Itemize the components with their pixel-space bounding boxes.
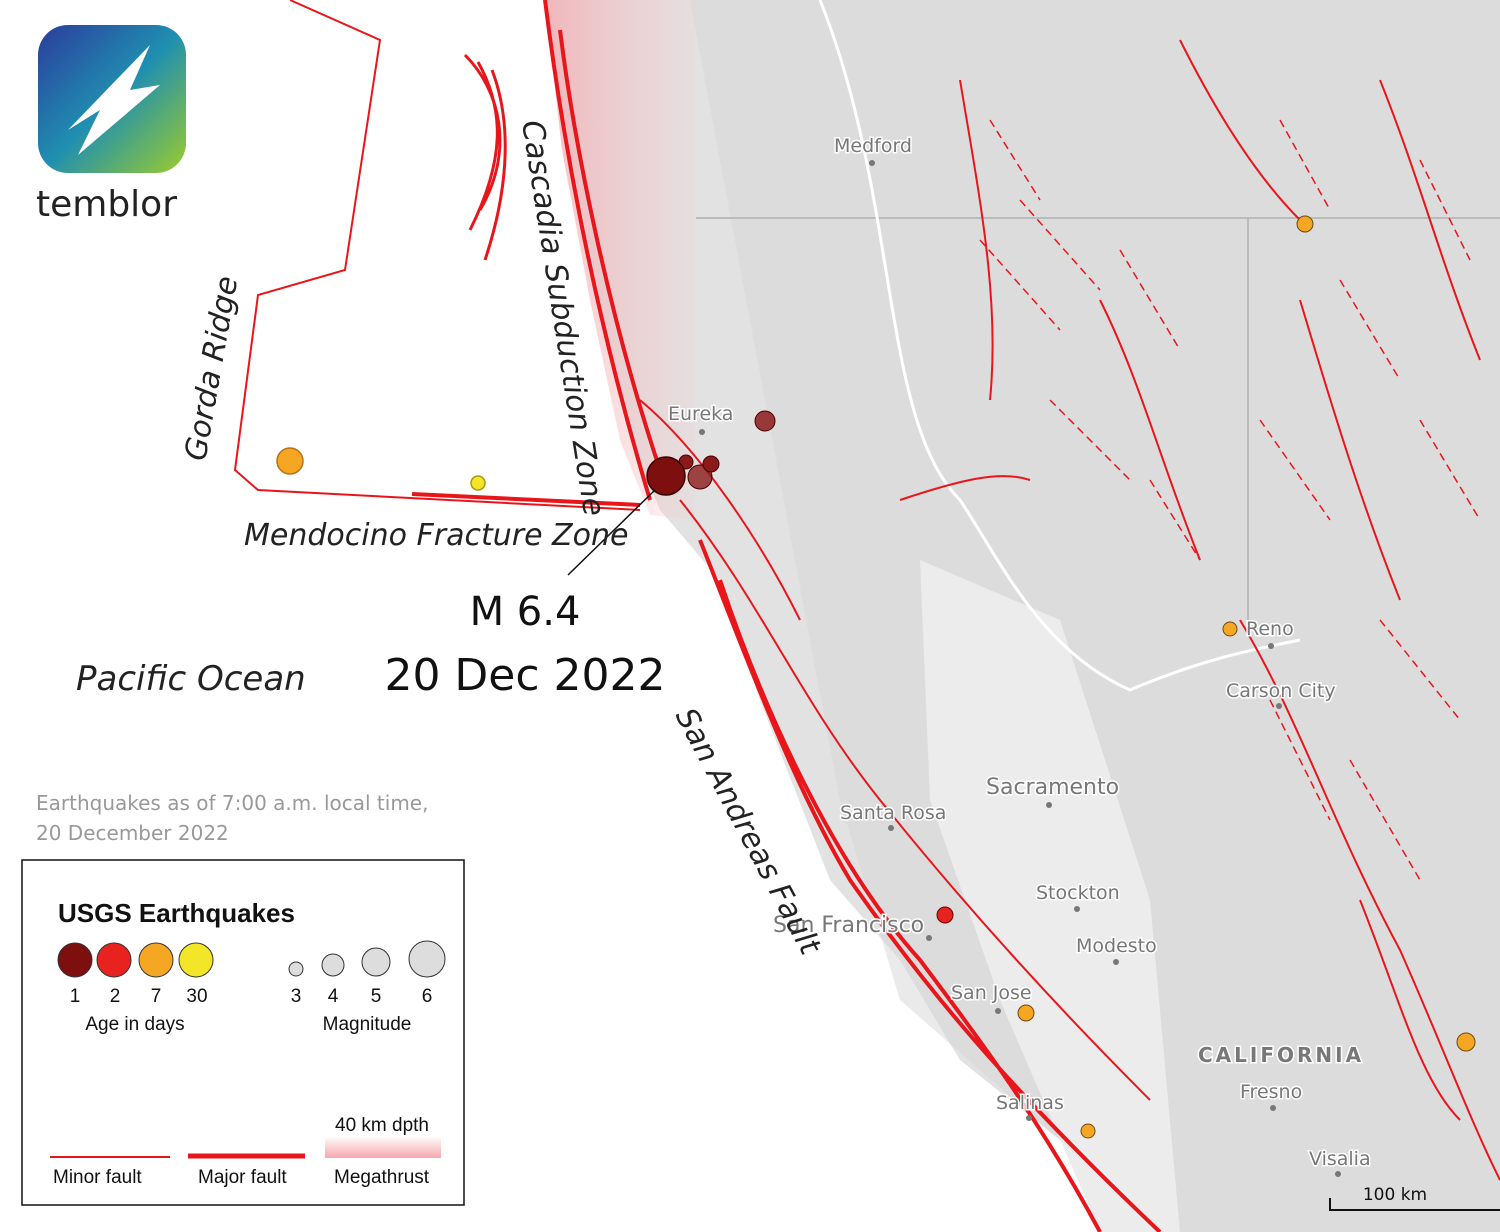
city-label: Modesto bbox=[1076, 935, 1157, 957]
city-label: Visalia bbox=[1309, 1148, 1371, 1170]
road bbox=[818, 0, 1301, 692]
city-label: San Jose bbox=[951, 982, 1032, 1004]
magnitude-label: 3 bbox=[291, 986, 302, 1007]
legend-title: USGS Earthquakes bbox=[58, 898, 295, 928]
city-label: Sacramento bbox=[986, 775, 1119, 800]
logo: temblor bbox=[36, 25, 186, 225]
scale-label: 100 km bbox=[1363, 1185, 1427, 1205]
leader-line bbox=[567, 489, 656, 576]
city-label: Carson City bbox=[1226, 680, 1336, 702]
age-label: 30 bbox=[186, 986, 207, 1007]
age-label: 1 bbox=[70, 986, 81, 1007]
feature-label: Mendocino Fracture Zone bbox=[244, 518, 628, 553]
scale-bar: 100 km bbox=[1329, 1185, 1500, 1211]
age-title: Age in days bbox=[85, 1014, 184, 1035]
magnitude-label: 5 bbox=[371, 986, 382, 1007]
magnitude-label: 4 bbox=[328, 986, 339, 1007]
note: 20 December 2022 bbox=[36, 821, 229, 845]
feature-label: Pacific Ocean bbox=[76, 659, 306, 699]
legend: USGS Earthquakes 1 2 7 30 Age in days 3 … bbox=[21, 859, 465, 1206]
state-label: CALIFORNIA bbox=[1198, 1043, 1364, 1067]
legend-label: Minor fault bbox=[53, 1167, 142, 1188]
city-dots bbox=[699, 160, 1341, 1177]
event-magnitude: M 6.4 bbox=[470, 589, 581, 635]
border bbox=[696, 217, 1500, 620]
note: Earthquakes as of 7:00 a.m. local time, bbox=[36, 791, 428, 815]
city-label: Fresno bbox=[1240, 1081, 1302, 1103]
faults bbox=[233, 0, 1500, 1232]
city-label: San Francisco bbox=[773, 913, 924, 938]
legend-label: Major fault bbox=[198, 1167, 287, 1188]
magnitude-title: Magnitude bbox=[323, 1014, 412, 1035]
earthquakes bbox=[276, 215, 1476, 1139]
megathrust-zone bbox=[545, 0, 695, 520]
brand: temblor bbox=[36, 184, 177, 225]
city-label: Eureka bbox=[668, 403, 733, 425]
age-label: 2 bbox=[110, 986, 121, 1007]
magnitude-label: 6 bbox=[422, 986, 433, 1007]
city-label: Santa Rosa bbox=[840, 802, 946, 824]
legend-label: Megathrust bbox=[334, 1167, 430, 1188]
event-date: 20 Dec 2022 bbox=[384, 650, 665, 701]
city-label: Stockton bbox=[1036, 882, 1120, 904]
depth-label: 40 km dpth bbox=[335, 1115, 429, 1136]
age-label: 7 bbox=[151, 986, 162, 1007]
city-label: Reno bbox=[1246, 618, 1294, 640]
city-label: Salinas bbox=[996, 1092, 1064, 1114]
city-label: Medford bbox=[834, 135, 912, 157]
